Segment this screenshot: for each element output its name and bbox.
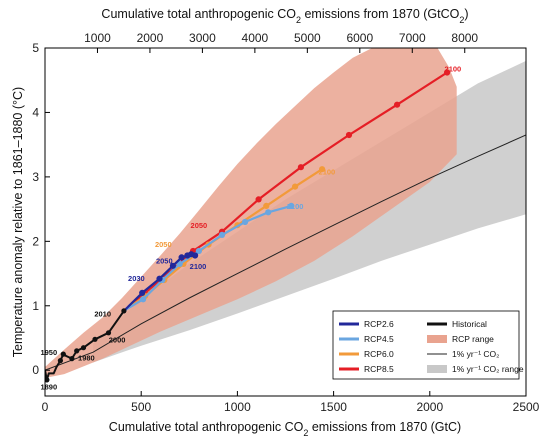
year-label: 1980 [78,353,95,362]
y-tick-label: 1 [32,299,39,313]
year-label: 2100 [319,168,336,177]
series-point-historical [105,330,112,336]
x-axis-title: Cumulative total anthropogenic CO2 emiss… [109,420,461,438]
y-tick-label: 2 [32,234,39,248]
plot-frame [44,47,527,397]
lines-layer [45,69,526,383]
series-point-rcp45 [288,202,295,209]
axes-layer: 0 500 1000 1500 2000 2500 1000 2000 3000 4000 5000… [32,31,539,414]
series-point-rcp26 [139,289,146,296]
x2-tick-label: 8000 [451,31,478,45]
year-label: 2100 [287,202,304,211]
series-point-rcp45 [242,218,249,226]
legend-label-rcp_range: RCP range [452,334,494,344]
year-labels: 1890 1950 1980 2000 2010 2030 2050 2100 2050 2050… [40,65,461,392]
y-tick-label: 5 [32,41,39,55]
legend-label-onepct_range: 1% yr⁻¹ CO₂ range [452,364,524,374]
year-label: 2050 [156,257,173,266]
x2-tick-label: 4000 [242,31,269,45]
year-label: 1890 [40,382,57,391]
legend-box [332,310,520,380]
series-point-rcp60 [292,183,299,190]
series-point-rcp85 [394,101,401,108]
year-label: 2100 [190,262,207,271]
legend-label-rcp85: RCP8.5 [364,364,394,374]
year-label: 2100 [445,65,462,74]
series-point-rcp85 [444,69,451,76]
legend-label-rcp26: RCP2.6 [364,319,394,329]
series-point-rcp45 [140,296,147,303]
series-point-rcp85 [255,196,262,203]
onepct-line [45,134,526,371]
x2-tick-label: 2000 [137,31,164,45]
y-tick-label: 0 [32,363,39,377]
series-point-historical [69,356,75,362]
series-point-rcp26 [178,254,185,261]
series-point-rcp45 [176,260,183,267]
y-tick-label: 3 [32,170,39,184]
series-point-historical [80,345,87,351]
x-tick-label: 500 [131,400,151,414]
year-label: 1950 [40,348,57,357]
legend-swatch-onepct_range [427,365,447,373]
x-tick-label: 2500 [513,400,540,414]
x-tick-label: 1000 [224,400,251,414]
series-point-rcp26 [169,262,176,269]
year-label: 2010 [94,310,111,319]
series-line-rcp85 [123,71,448,312]
series-point-historical [60,351,66,357]
x-tick-label: 0 [42,400,49,414]
series-point-rcp45 [195,247,202,255]
series-point-rcp85 [345,131,353,139]
series-point-historical [74,348,80,354]
series-point-historical [45,377,50,383]
year-label: 2000 [109,335,126,344]
series-point-rcp85 [297,164,304,171]
y-tick-label: 4 [32,105,39,119]
series-point-rcp45 [218,231,226,238]
x2-tick-label: 7000 [399,31,426,45]
series-point-rcp60 [319,166,326,173]
x-tick-label: 1500 [320,400,347,414]
series-point-rcp26 [192,252,199,259]
legend: RCP2.6 Historical RCP4.5 RCP range RCP6.0 1% … [332,310,524,380]
x2-axis-title: Cumulative total anthropogenic CO2 emiss… [101,7,468,25]
x2-tick-label: 5000 [294,31,321,45]
x2-tick-label: 6000 [346,31,373,45]
legend-label-onepct: 1% yr⁻¹ CO₂ [452,349,499,359]
series-point-historical [121,308,127,314]
year-label: 2050 [155,240,172,249]
y-axis-title: Temperature anomaly relative to 1861–188… [11,87,25,357]
series-point-rcp45 [265,209,272,216]
series-point-rcp26 [156,275,163,282]
series-point-historical [92,336,98,342]
legend-label-rcp60: RCP6.0 [364,349,394,359]
series-point-historical [57,358,64,364]
year-label: 2050 [191,221,208,230]
series-point-rcp60 [263,202,270,209]
x-tick-label: 2000 [416,400,443,414]
legend-swatch-rcp_range [427,335,447,343]
x2-tick-label: 1000 [84,31,111,45]
legend-label-historical: Historical [452,319,487,329]
legend-label-rcp45: RCP4.5 [364,334,394,344]
year-label: 2030 [128,274,145,283]
x2-tick-label: 3000 [189,31,216,45]
